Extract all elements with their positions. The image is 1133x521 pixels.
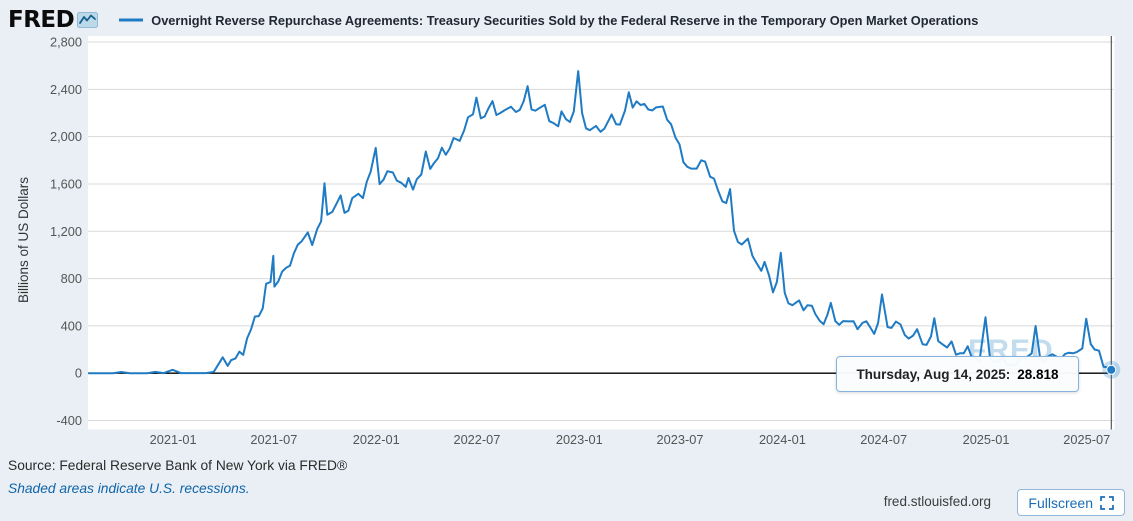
chart-tooltip: Thursday, Aug 14, 2025: 28.818 (836, 356, 1079, 392)
y-tick-label: 800 (61, 271, 82, 286)
y-tick-label: -400 (56, 413, 82, 428)
x-tick-label: 2025-01 (963, 432, 1010, 447)
chart-header: FRED Overnight Reverse Repurchase Agreem… (0, 0, 1133, 36)
y-axis-title: Billions of US Dollars (16, 176, 31, 303)
x-tick-label: 2023-07 (657, 432, 704, 447)
x-tick-label: 2024-01 (759, 432, 806, 447)
y-tick-label: 2,800 (50, 35, 82, 50)
fullscreen-label: Fullscreen (1028, 494, 1093, 511)
x-tick-label: 2023-01 (556, 432, 603, 447)
y-tick-label: 1,200 (50, 224, 82, 239)
series-title: Overnight Reverse Repurchase Agreements:… (151, 12, 979, 28)
y-tick-label: 2,400 (50, 82, 82, 97)
last-point-marker[interactable] (1106, 364, 1117, 375)
y-tick-label: 0 (75, 366, 82, 381)
x-tick-label: 2021-01 (150, 432, 197, 447)
x-tick-label: 2025-07 (1063, 432, 1110, 447)
site-link[interactable]: fred.stlouisfed.org (883, 494, 991, 509)
x-tick-label: 2022-07 (453, 432, 500, 447)
tooltip-date: Thursday, Aug 14, 2025: (856, 366, 1011, 382)
x-tick-label: 2022-01 (353, 432, 400, 447)
source-note: Source: Federal Reserve Bank of New York… (8, 458, 348, 473)
data-line (88, 70, 1113, 375)
fred-logo[interactable]: FRED (8, 6, 75, 33)
y-tick-label: 1,600 (50, 176, 82, 191)
y-tick-label: 400 (61, 318, 82, 333)
tooltip-value: 28.818 (1017, 366, 1059, 382)
fullscreen-button[interactable]: Fullscreen (1017, 489, 1125, 516)
x-tick-label: 2024-07 (860, 432, 907, 447)
x-tick-label: 2021-07 (250, 432, 297, 447)
fullscreen-icon (1100, 495, 1114, 510)
y-tick-label: 2,000 (50, 129, 82, 144)
series-legend-line (119, 18, 144, 22)
fred-logo-chart-icon (77, 12, 99, 28)
recessions-link[interactable]: Shaded areas indicate U.S. recessions. (8, 481, 250, 496)
